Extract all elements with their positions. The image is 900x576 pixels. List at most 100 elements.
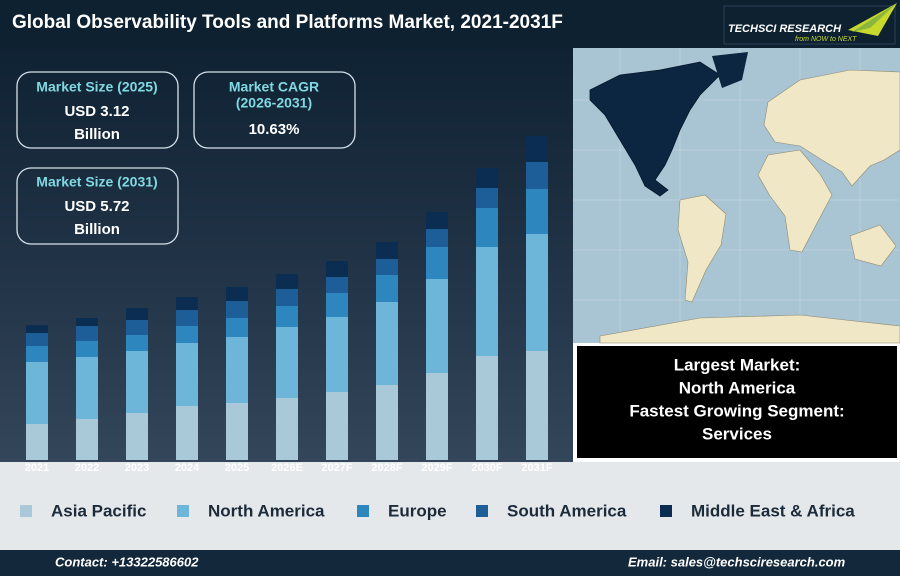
bar-segment <box>276 398 298 460</box>
bar-segment <box>376 302 398 385</box>
bar-segment <box>526 351 548 460</box>
x-tick-label: 2031F <box>521 462 552 474</box>
x-tick-label: 2028F <box>371 462 402 474</box>
bar-segment <box>526 136 548 162</box>
info-line: Services <box>702 424 772 443</box>
legend: Asia Pacific North America Europe South Ame… <box>20 501 855 520</box>
bar-segment <box>476 188 498 208</box>
stat-label: Market Size (2025) <box>36 79 157 95</box>
stat-box: Market Size (2031) USD 5.72 Billion <box>16 167 179 245</box>
bar-segment <box>326 293 348 317</box>
bar-segment <box>476 247 498 356</box>
bar-segment <box>376 385 398 460</box>
bar-segment <box>26 346 48 362</box>
bar-segment <box>276 289 298 306</box>
bar-segment <box>176 310 198 326</box>
bar-segment <box>476 208 498 247</box>
bar-segment <box>126 413 148 460</box>
bar-segment <box>226 301 248 318</box>
logo-tagline: from NOW to NEXT <box>795 36 857 43</box>
stat-value: USD 3.12 <box>64 103 129 120</box>
bar-segment <box>526 189 548 234</box>
x-tick-label: 2026E <box>271 462 303 474</box>
bar-segment <box>76 419 98 460</box>
bar-segment <box>526 162 548 189</box>
bar-segment <box>326 317 348 392</box>
stat-period: (2026-2031) <box>236 95 312 111</box>
info-box <box>575 344 899 460</box>
bar-segment <box>326 277 348 293</box>
legend-label: Middle East & Africa <box>691 501 855 520</box>
legend-label: North America <box>208 501 325 520</box>
stat-box: Market Size (2025) USD 3.12 Billion <box>16 71 179 149</box>
bar-segment <box>276 274 298 289</box>
stat-unit: Billion <box>74 126 120 143</box>
bar-segment <box>26 362 48 424</box>
stacked-bars: 2021 2022 2023 2024 2025 2026E 2027F 2028F 2029F… <box>25 136 553 474</box>
bar-segment <box>76 318 98 326</box>
x-tick-label: 2030F <box>471 462 502 474</box>
stat-unit: Billion <box>74 221 120 238</box>
bar-segment <box>376 242 398 259</box>
bar-segment <box>526 234 548 351</box>
x-tick-label: 2023 <box>125 462 149 474</box>
world-map <box>573 48 900 344</box>
legend-swatch <box>357 505 369 517</box>
bar-segment <box>476 168 498 188</box>
bar-segment <box>126 335 148 351</box>
footer-email: Email: sales@techsciresearch.com <box>628 554 846 569</box>
bar-segment <box>426 279 448 373</box>
bar-segment <box>476 356 498 460</box>
info-line: North America <box>679 378 796 397</box>
x-tick-label: 2025 <box>225 462 249 474</box>
bar-segment <box>76 341 98 357</box>
bar-segment <box>176 406 198 460</box>
bar-segment <box>126 351 148 413</box>
bar-segment <box>126 308 148 320</box>
bar-segment <box>26 333 48 346</box>
legend-band <box>0 462 900 550</box>
bar-segment <box>326 392 348 460</box>
x-tick-label: 2021 <box>25 462 49 474</box>
bar-segment <box>426 373 448 460</box>
bar-segment <box>376 275 398 302</box>
stat-box: Market CAGR (2026-2031) 10.63% <box>193 71 356 149</box>
logo-name: TECHSCI RESEARCH <box>728 23 842 35</box>
bar-segment <box>226 337 248 403</box>
bar-segment <box>26 325 48 333</box>
x-tick-label: 2024 <box>175 462 200 474</box>
x-tick-label: 2029F <box>421 462 452 474</box>
title: Global Observability Tools and Platforms… <box>12 12 563 33</box>
bar-segment <box>426 229 448 247</box>
logo: TECHSCI RESEARCH from NOW to NEXT <box>723 3 897 45</box>
legend-swatch <box>476 505 488 517</box>
bar-segment <box>426 247 448 279</box>
legend-swatch <box>660 505 672 517</box>
footer-contact: Contact: +13322586602 <box>55 554 199 569</box>
bar-segment <box>76 357 98 419</box>
bar-segment <box>26 424 48 460</box>
bar-segment <box>126 320 148 335</box>
legend-swatch <box>177 505 189 517</box>
bar-segment <box>176 326 198 343</box>
bar-segment <box>276 306 298 327</box>
info-line: Largest Market: <box>674 355 801 374</box>
footer-band <box>0 550 900 576</box>
stat-label: Market CAGR <box>229 79 319 95</box>
info-line: Fastest Growing Segment: <box>629 401 844 420</box>
bar-segment <box>226 403 248 460</box>
legend-label: Asia Pacific <box>51 501 146 520</box>
bar-segment <box>76 326 98 341</box>
bar-segment <box>176 297 198 310</box>
x-tick-label: 2022 <box>75 462 99 474</box>
bar-segment <box>376 259 398 275</box>
bar-segment <box>226 287 248 301</box>
legend-label: South America <box>507 501 627 520</box>
stat-value: 10.63% <box>249 121 300 138</box>
legend-label: Europe <box>388 501 447 520</box>
bar-segment <box>226 318 248 337</box>
bar-segment <box>426 212 448 229</box>
bar-segment <box>176 343 198 406</box>
x-tick-label: 2027F <box>321 462 352 474</box>
